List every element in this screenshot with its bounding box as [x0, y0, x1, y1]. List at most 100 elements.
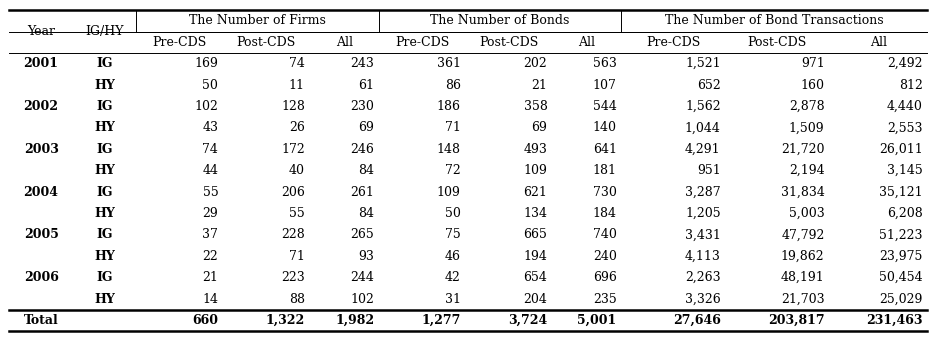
Text: HY: HY [94, 207, 115, 220]
Text: All: All [578, 36, 596, 49]
Text: 203,817: 203,817 [768, 314, 825, 327]
Text: 55: 55 [289, 207, 305, 220]
Text: 128: 128 [281, 100, 305, 113]
Text: 29: 29 [202, 207, 218, 220]
Text: HY: HY [94, 250, 115, 263]
Text: 246: 246 [350, 143, 374, 156]
Text: 31,834: 31,834 [781, 186, 825, 199]
Text: 2006: 2006 [23, 271, 59, 284]
Text: 23,975: 23,975 [879, 250, 923, 263]
Text: IG/HY: IG/HY [86, 25, 124, 38]
Text: 181: 181 [593, 164, 617, 177]
Text: 5,001: 5,001 [578, 314, 617, 327]
Text: 652: 652 [697, 78, 720, 92]
Text: 3,431: 3,431 [685, 228, 720, 241]
Text: 148: 148 [437, 143, 460, 156]
Text: 194: 194 [524, 250, 547, 263]
Text: 202: 202 [524, 57, 547, 70]
Text: 235: 235 [593, 293, 617, 306]
Text: 206: 206 [281, 186, 305, 199]
Text: 25,029: 25,029 [879, 293, 923, 306]
Text: Year: Year [27, 25, 55, 38]
Text: 1,982: 1,982 [335, 314, 374, 327]
Text: 71: 71 [445, 121, 460, 135]
Text: 169: 169 [195, 57, 218, 70]
Text: 21: 21 [531, 78, 547, 92]
Text: 230: 230 [350, 100, 374, 113]
Text: 84: 84 [358, 164, 374, 177]
Text: 223: 223 [281, 271, 305, 284]
Text: 493: 493 [524, 143, 547, 156]
Text: 46: 46 [445, 250, 460, 263]
Text: 2004: 2004 [23, 186, 59, 199]
Text: Pre-CDS: Pre-CDS [153, 36, 207, 49]
Text: 21: 21 [202, 271, 218, 284]
Text: 102: 102 [350, 293, 374, 306]
Text: IG: IG [96, 271, 113, 284]
Text: 26,011: 26,011 [879, 143, 923, 156]
Text: 27,646: 27,646 [673, 314, 720, 327]
Text: 51,223: 51,223 [879, 228, 923, 241]
Text: 19,862: 19,862 [781, 250, 825, 263]
Text: 88: 88 [289, 293, 305, 306]
Text: 244: 244 [350, 271, 374, 284]
Text: HY: HY [94, 293, 115, 306]
Text: 544: 544 [593, 100, 617, 113]
Text: 2,553: 2,553 [887, 121, 923, 135]
Text: 1,322: 1,322 [266, 314, 305, 327]
Text: 2001: 2001 [23, 57, 59, 70]
Text: 3,724: 3,724 [508, 314, 547, 327]
Text: Pre-CDS: Pre-CDS [646, 36, 701, 49]
Text: 641: 641 [593, 143, 617, 156]
Text: 48,191: 48,191 [781, 271, 825, 284]
Text: 1,562: 1,562 [685, 100, 720, 113]
Text: 69: 69 [531, 121, 547, 135]
Text: 74: 74 [289, 57, 305, 70]
Text: 240: 240 [593, 250, 617, 263]
Text: 84: 84 [358, 207, 374, 220]
Text: 47,792: 47,792 [781, 228, 825, 241]
Text: 61: 61 [358, 78, 374, 92]
Text: HY: HY [94, 164, 115, 177]
Text: 2003: 2003 [23, 143, 59, 156]
Text: 1,277: 1,277 [421, 314, 460, 327]
Text: 109: 109 [437, 186, 460, 199]
Text: 21,720: 21,720 [781, 143, 825, 156]
Text: 184: 184 [593, 207, 617, 220]
Text: 1,205: 1,205 [685, 207, 720, 220]
Text: 102: 102 [195, 100, 218, 113]
Text: 740: 740 [593, 228, 617, 241]
Text: The Number of Bonds: The Number of Bonds [431, 14, 569, 27]
Text: 50: 50 [445, 207, 460, 220]
Text: 3,145: 3,145 [887, 164, 923, 177]
Text: 4,113: 4,113 [685, 250, 720, 263]
Text: 971: 971 [801, 57, 825, 70]
Text: 50: 50 [202, 78, 218, 92]
Text: 172: 172 [281, 143, 305, 156]
Text: 40: 40 [289, 164, 305, 177]
Text: 730: 730 [593, 186, 617, 199]
Text: IG: IG [96, 228, 113, 241]
Text: 93: 93 [358, 250, 374, 263]
Text: 2,263: 2,263 [685, 271, 720, 284]
Text: IG: IG [96, 57, 113, 70]
Text: 2,492: 2,492 [887, 57, 923, 70]
Text: 3,287: 3,287 [685, 186, 720, 199]
Text: HY: HY [94, 78, 115, 92]
Text: 75: 75 [445, 228, 460, 241]
Text: 69: 69 [358, 121, 374, 135]
Text: 2005: 2005 [23, 228, 59, 241]
Text: The Number of Bond Transactions: The Number of Bond Transactions [665, 14, 884, 27]
Text: 140: 140 [593, 121, 617, 135]
Text: 134: 134 [524, 207, 547, 220]
Text: 44: 44 [202, 164, 218, 177]
Text: 42: 42 [445, 271, 460, 284]
Text: The Number of Firms: The Number of Firms [189, 14, 326, 27]
Text: 6,208: 6,208 [887, 207, 923, 220]
Text: 265: 265 [350, 228, 374, 241]
Text: 160: 160 [801, 78, 825, 92]
Text: Total: Total [23, 314, 59, 327]
Text: 665: 665 [524, 228, 547, 241]
Text: 358: 358 [524, 100, 547, 113]
Text: 696: 696 [593, 271, 617, 284]
